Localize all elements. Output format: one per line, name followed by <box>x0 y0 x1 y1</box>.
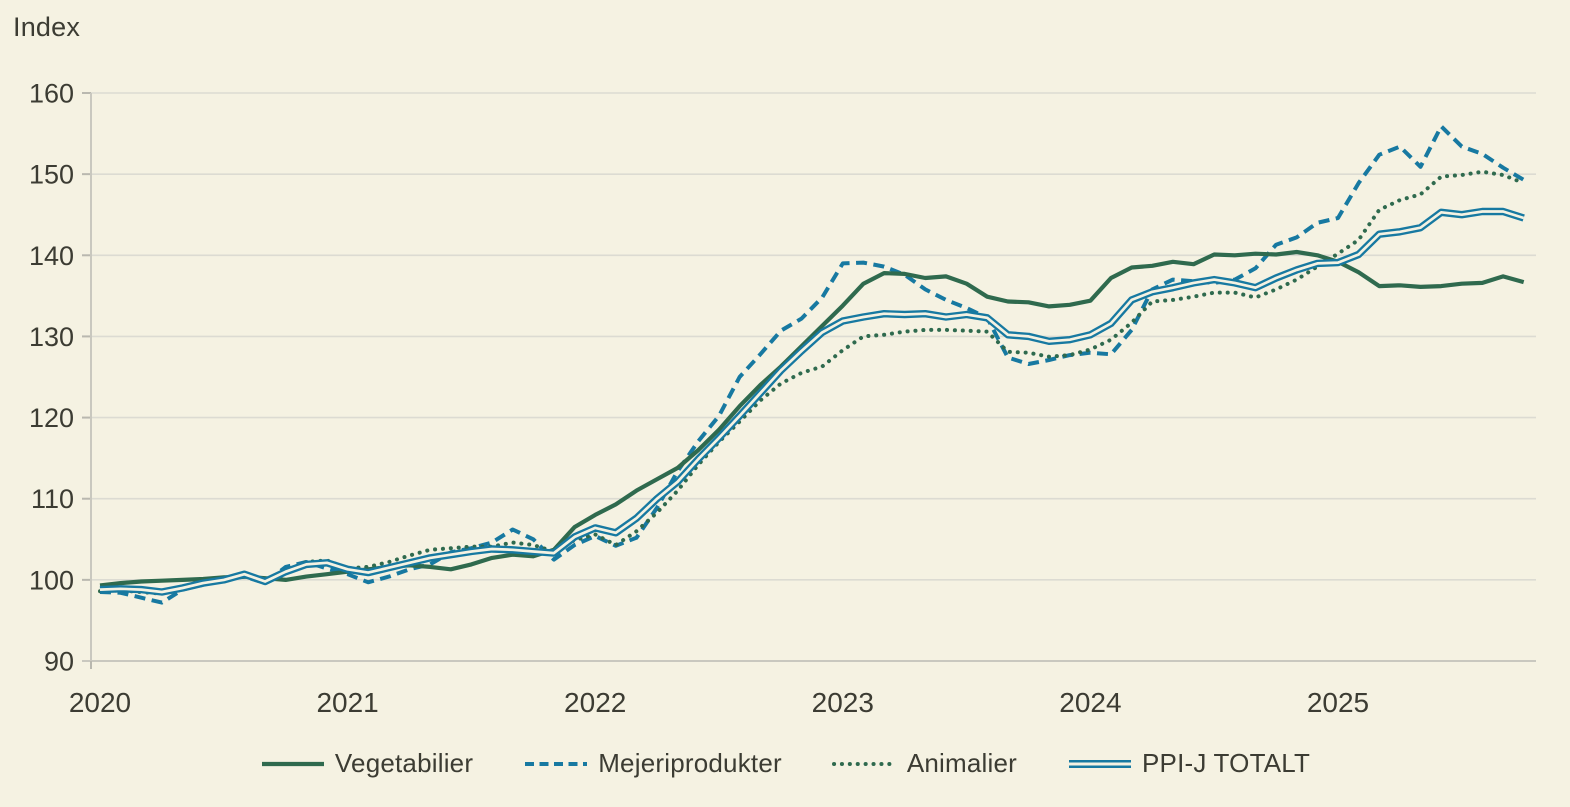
legend-label: PPI-J TOTALT <box>1142 748 1311 778</box>
legend-label: Vegetabilier <box>334 748 474 778</box>
legend-label: Animalier <box>906 748 1018 778</box>
legend-marker-solid-line-icon <box>261 761 324 766</box>
legend-marker-dashed-line-icon <box>525 761 588 766</box>
y-tick-labels: 90 100 110 120 130 140 150 160 <box>29 79 74 677</box>
y-tick-label: 130 <box>29 322 74 352</box>
series-line-vegetabilier <box>99 249 1525 588</box>
series-line-mejeriprodukter <box>99 124 1525 605</box>
axes <box>82 92 1536 669</box>
series-line-inner-gap <box>99 210 1525 594</box>
series-line-ppi-j-totalt <box>99 207 1525 596</box>
legend-item-ppi-j-totalt: PPI-J TOTALT <box>1067 748 1310 779</box>
legend-marker-dotted-line-icon <box>831 761 898 766</box>
x-tick-labels: 2020 2021 2022 2023 2024 2025 <box>69 687 1369 718</box>
legend: Vegetabilier Mejeriprodukter Animalier PPI-… <box>0 748 1570 779</box>
y-tick-label: 150 <box>29 160 74 190</box>
y-axis-title: Index <box>13 12 81 42</box>
x-tick-label: 2020 <box>69 687 131 718</box>
x-tick-label: 2022 <box>564 687 626 718</box>
y-tick-label: 90 <box>44 647 74 677</box>
legend-item-animalier: Animalier <box>831 748 1018 779</box>
y-tick-label: 100 <box>29 565 74 595</box>
series-line-animalier <box>98 169 1526 596</box>
x-tick-label: 2021 <box>316 687 378 718</box>
x-tick-label: 2025 <box>1307 687 1369 718</box>
series-lines <box>98 124 1526 605</box>
legend-item-vegetabilier: Vegetabilier <box>260 748 473 779</box>
legend-marker-double-line-icon <box>1069 759 1132 768</box>
y-tick-label: 160 <box>29 79 74 109</box>
x-tick-label: 2023 <box>812 687 874 718</box>
legend-label: Mejeriprodukter <box>598 748 782 778</box>
legend-item-mejeriprodukter: Mejeriprodukter <box>523 748 782 779</box>
y-tick-label: 120 <box>29 403 74 433</box>
y-tick-label: 140 <box>29 241 74 271</box>
y-tick-label: 110 <box>31 484 74 514</box>
gridlines <box>91 92 1536 581</box>
x-tick-label: 2024 <box>1059 687 1121 718</box>
